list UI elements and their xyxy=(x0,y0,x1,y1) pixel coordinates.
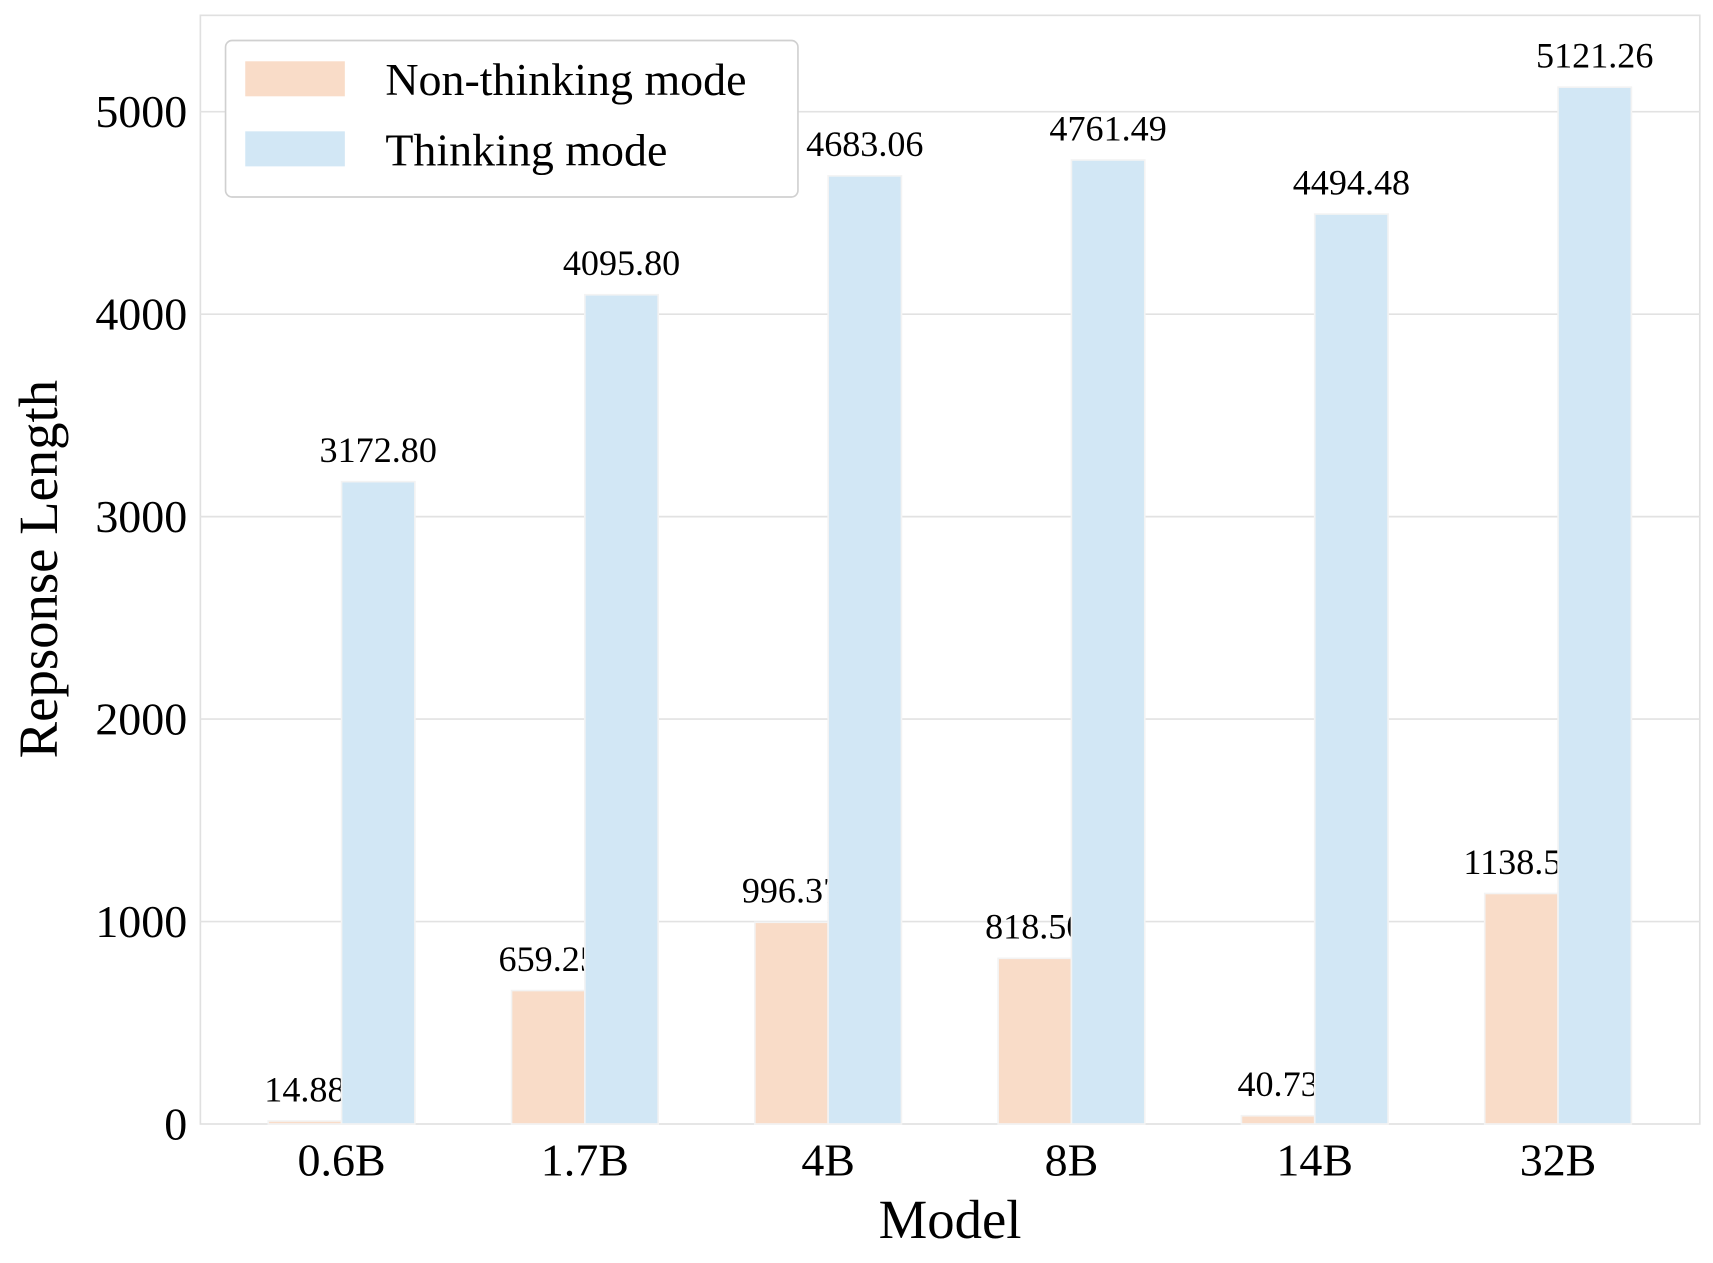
y-tick-label: 5000 xyxy=(95,86,187,137)
x-axis-label: Model xyxy=(879,1189,1022,1250)
legend-swatch-thinking xyxy=(245,131,345,167)
bar-thinking xyxy=(1313,213,1389,1125)
data-label: 996.37 xyxy=(742,871,841,911)
bar-non-thinking xyxy=(997,957,1073,1125)
x-tick-label: 32B xyxy=(1520,1134,1597,1185)
data-label: 4761.49 xyxy=(1049,108,1166,148)
bar-non-thinking xyxy=(510,989,586,1125)
bar-thinking xyxy=(827,175,903,1125)
x-tick-label: 0.6B xyxy=(298,1134,386,1185)
y-tick-label: 2000 xyxy=(95,693,187,744)
data-label: 4095.80 xyxy=(563,243,680,283)
y-axis-label: Repsonse Length xyxy=(8,380,69,758)
bar-thinking xyxy=(340,480,416,1125)
data-label: 14.88 xyxy=(264,1069,345,1109)
data-label: 3172.80 xyxy=(320,430,437,470)
y-tick-label: 3000 xyxy=(95,491,187,542)
x-tick-label: 8B xyxy=(1045,1134,1099,1185)
legend-label-non-thinking: Non-thinking mode xyxy=(385,54,746,105)
legend: Non-thinking mode Thinking mode xyxy=(224,39,799,198)
data-label: 4683.06 xyxy=(806,124,923,164)
data-label: 5121.26 xyxy=(1536,35,1653,75)
plot-area xyxy=(199,14,1701,1125)
bar-non-thinking xyxy=(1240,1114,1316,1125)
y-tick-label: 4000 xyxy=(95,288,187,339)
y-tick-label: 1000 xyxy=(95,896,187,947)
legend-box xyxy=(224,39,799,198)
data-label: 818.50 xyxy=(985,907,1084,947)
legend-label-thinking: Thinking mode xyxy=(385,124,667,175)
bar-non-thinking xyxy=(267,1120,343,1125)
x-tick-label: 4B xyxy=(801,1134,855,1185)
bar-thinking xyxy=(584,293,660,1125)
data-label: 4494.48 xyxy=(1293,162,1410,202)
legend-swatch-non-thinking xyxy=(245,61,345,97)
y-tick-label: 0 xyxy=(164,1098,187,1149)
bar-thinking xyxy=(1070,159,1146,1125)
x-tick-label: 1.7B xyxy=(541,1134,629,1185)
bar-non-thinking xyxy=(1483,892,1559,1125)
bar-thinking xyxy=(1557,86,1633,1125)
bar-non-thinking xyxy=(754,921,829,1125)
data-label: 40.73 xyxy=(1237,1064,1318,1104)
x-tick-label: 14B xyxy=(1276,1134,1353,1185)
data-label: 659.25 xyxy=(499,939,598,979)
